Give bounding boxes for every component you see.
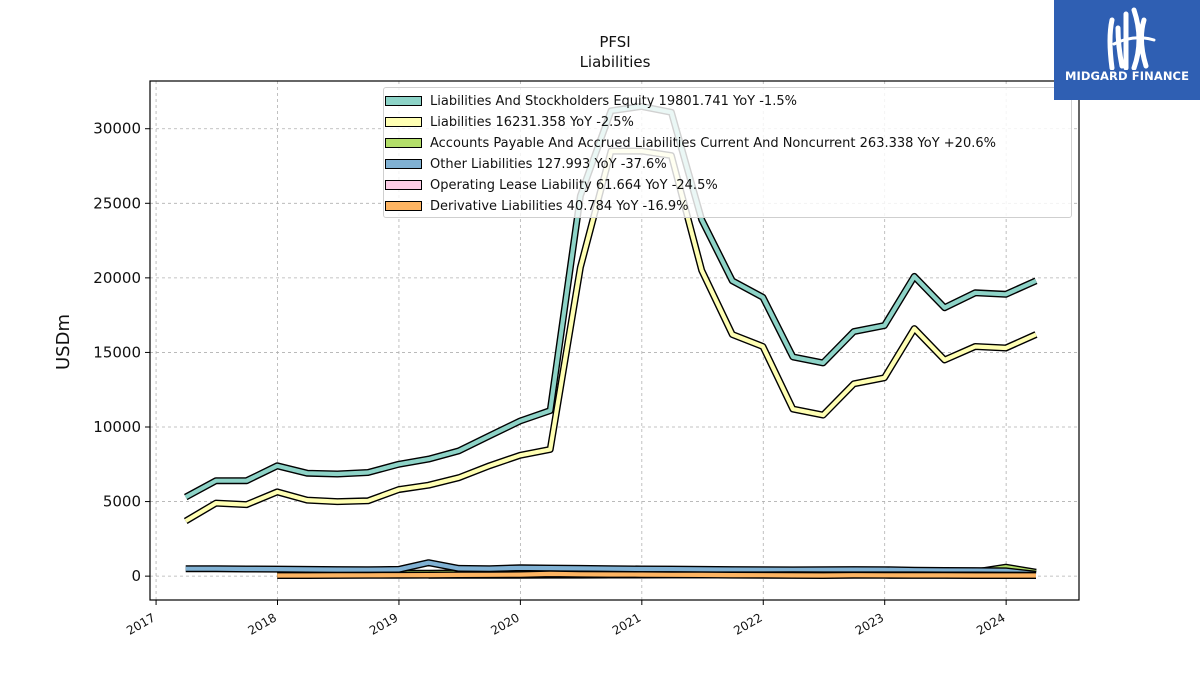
legend-label-derivative: Derivative Liabilities 40.784 YoY -16.9% <box>430 198 689 214</box>
y-tick-label: 25000 <box>93 194 141 212</box>
y-tick-label: 10000 <box>93 418 141 436</box>
legend-label-equity: Liabilities And Stockholders Equity 1980… <box>430 93 797 109</box>
logo-text: MIDGARD FINANCE <box>1064 69 1190 83</box>
x-tick-label: 2022 <box>731 610 764 637</box>
legend-swatch-operating-lease <box>385 180 422 190</box>
legend-swatch-accounts-payable <box>385 138 422 148</box>
x-tick-label: 2019 <box>367 610 400 637</box>
brand-logo: MIDGARD FINANCE <box>1054 0 1200 100</box>
legend-swatch-derivative <box>385 201 422 211</box>
chart-title: PFSI <box>599 33 630 51</box>
chart-subtitle: Liabilities <box>580 53 651 71</box>
logo-mark-icon <box>1107 7 1156 70</box>
x-tick-label: 2021 <box>610 610 643 637</box>
x-tick-label: 2023 <box>853 610 886 637</box>
series-line-other-liabilities <box>185 560 1037 577</box>
legend-label-other-liabilities: Other Liabilities 127.993 YoY -37.6% <box>430 156 667 172</box>
y-ticks: 0 5000 10000 15000 20000 25000 30000 <box>93 120 150 585</box>
y-tick-label: 30000 <box>93 120 141 138</box>
y-tick-label: 0 <box>131 567 141 585</box>
y-axis-label: USDm <box>53 314 74 370</box>
legend-label-liabilities: Liabilities 16231.358 YoY -2.5% <box>430 114 634 130</box>
x-tick-label: 2020 <box>488 610 521 637</box>
y-tick-label: 5000 <box>103 493 141 511</box>
series-line-derivative-liabilities <box>277 571 1036 578</box>
plot-frame <box>149 80 1080 601</box>
legend-swatch-equity <box>385 96 422 106</box>
x-tick-label: 2017 <box>124 610 157 637</box>
x-tick-label: 2018 <box>246 610 279 637</box>
legend: Liabilities And Stockholders Equity 1980… <box>383 87 1072 218</box>
y-tick-label: 15000 <box>93 343 141 361</box>
legend-label-operating-lease: Operating Lease Liability 61.664 YoY -24… <box>430 177 718 193</box>
legend-swatch-liabilities <box>385 117 422 127</box>
y-tick-label: 20000 <box>93 269 141 287</box>
x-tick-label: 2024 <box>974 610 1007 637</box>
legend-label-accounts-payable: Accounts Payable And Accrued Liabilities… <box>430 135 996 151</box>
x-ticks: 2017 2018 2019 2020 2021 2022 2023 2024 <box>124 600 1008 638</box>
legend-swatch-other-liabilities <box>385 159 422 169</box>
